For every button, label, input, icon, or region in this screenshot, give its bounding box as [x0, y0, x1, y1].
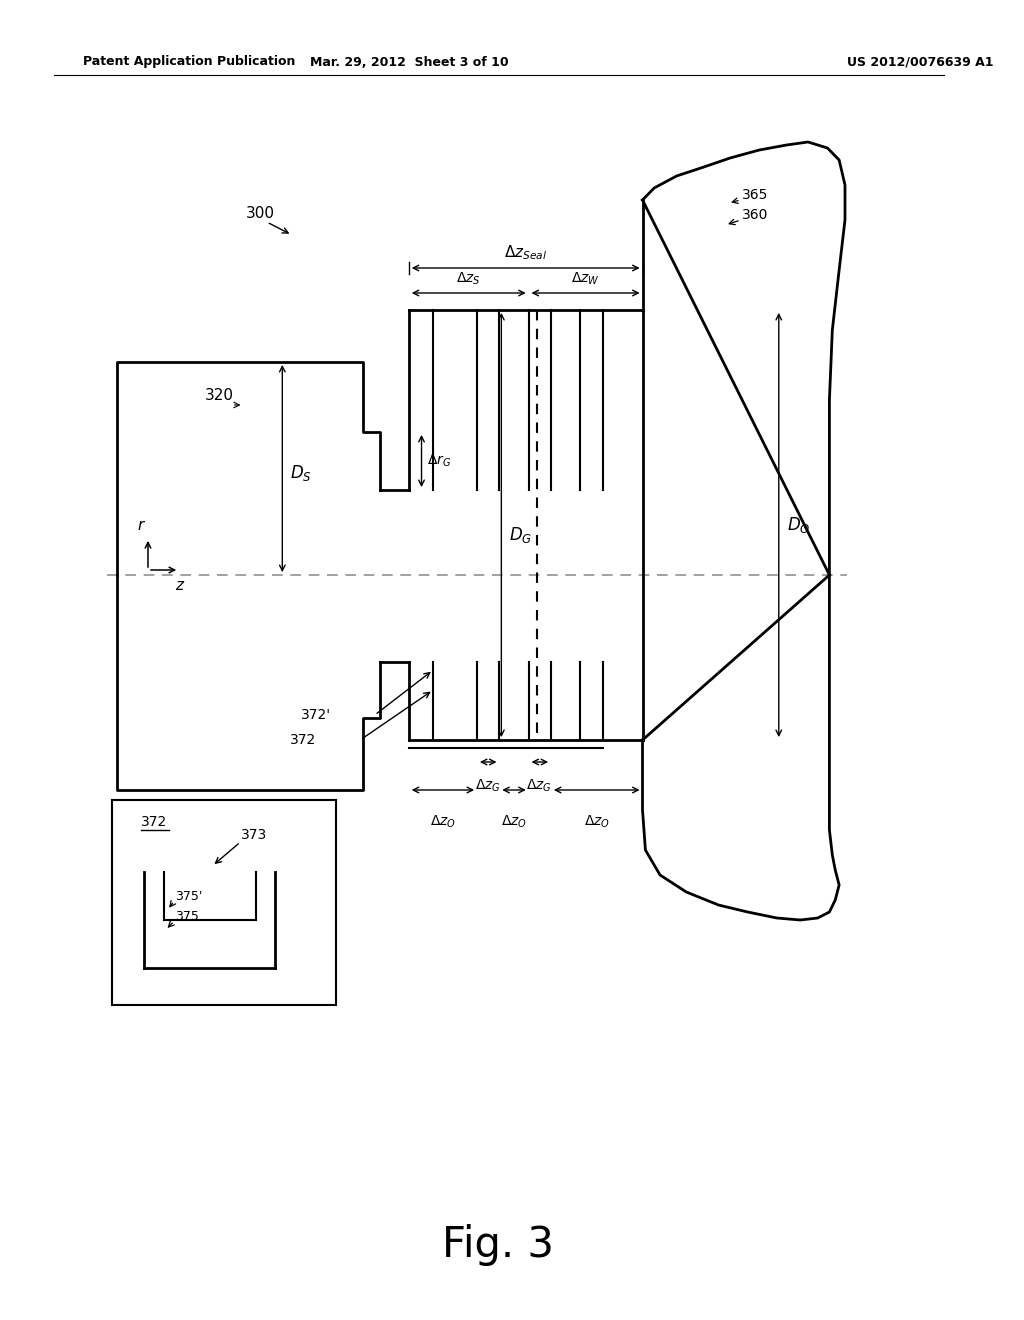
FancyBboxPatch shape	[112, 800, 336, 1005]
Text: $\Delta z_G$: $\Delta z_G$	[475, 777, 501, 795]
Text: 300: 300	[246, 206, 274, 220]
Text: 360: 360	[741, 209, 768, 222]
Text: $D_S$: $D_S$	[290, 463, 312, 483]
Text: 372: 372	[290, 733, 316, 747]
Text: z: z	[175, 578, 183, 594]
Text: $\Delta z_O$: $\Delta z_O$	[501, 814, 527, 830]
Text: 375: 375	[175, 911, 199, 924]
Text: $D_G$: $D_G$	[509, 525, 532, 545]
Text: 375': 375'	[175, 891, 203, 903]
Text: 365: 365	[741, 187, 768, 202]
Text: $\Delta z_O$: $\Delta z_O$	[584, 814, 609, 830]
Text: US 2012/0076639 A1: US 2012/0076639 A1	[847, 55, 993, 69]
Text: $\Delta r_G$: $\Delta r_G$	[427, 453, 452, 469]
Text: $\Delta z_{Seal}$: $\Delta z_{Seal}$	[504, 244, 547, 263]
Text: $D_O$: $D_O$	[786, 515, 810, 535]
Text: 372': 372'	[301, 708, 331, 722]
Text: $\Delta z_S$: $\Delta z_S$	[456, 271, 480, 288]
Text: $\Delta z_O$: $\Delta z_O$	[430, 814, 456, 830]
Text: 372: 372	[141, 814, 167, 829]
Text: 320: 320	[205, 388, 233, 403]
Text: $\Delta z_W$: $\Delta z_W$	[570, 271, 599, 288]
Text: r: r	[137, 519, 143, 533]
Text: Mar. 29, 2012  Sheet 3 of 10: Mar. 29, 2012 Sheet 3 of 10	[309, 55, 508, 69]
Text: $\Delta z_G$: $\Delta z_G$	[526, 777, 552, 795]
Text: 373: 373	[242, 828, 267, 842]
Text: Fig. 3: Fig. 3	[442, 1224, 554, 1266]
Text: Patent Application Publication: Patent Application Publication	[83, 55, 295, 69]
